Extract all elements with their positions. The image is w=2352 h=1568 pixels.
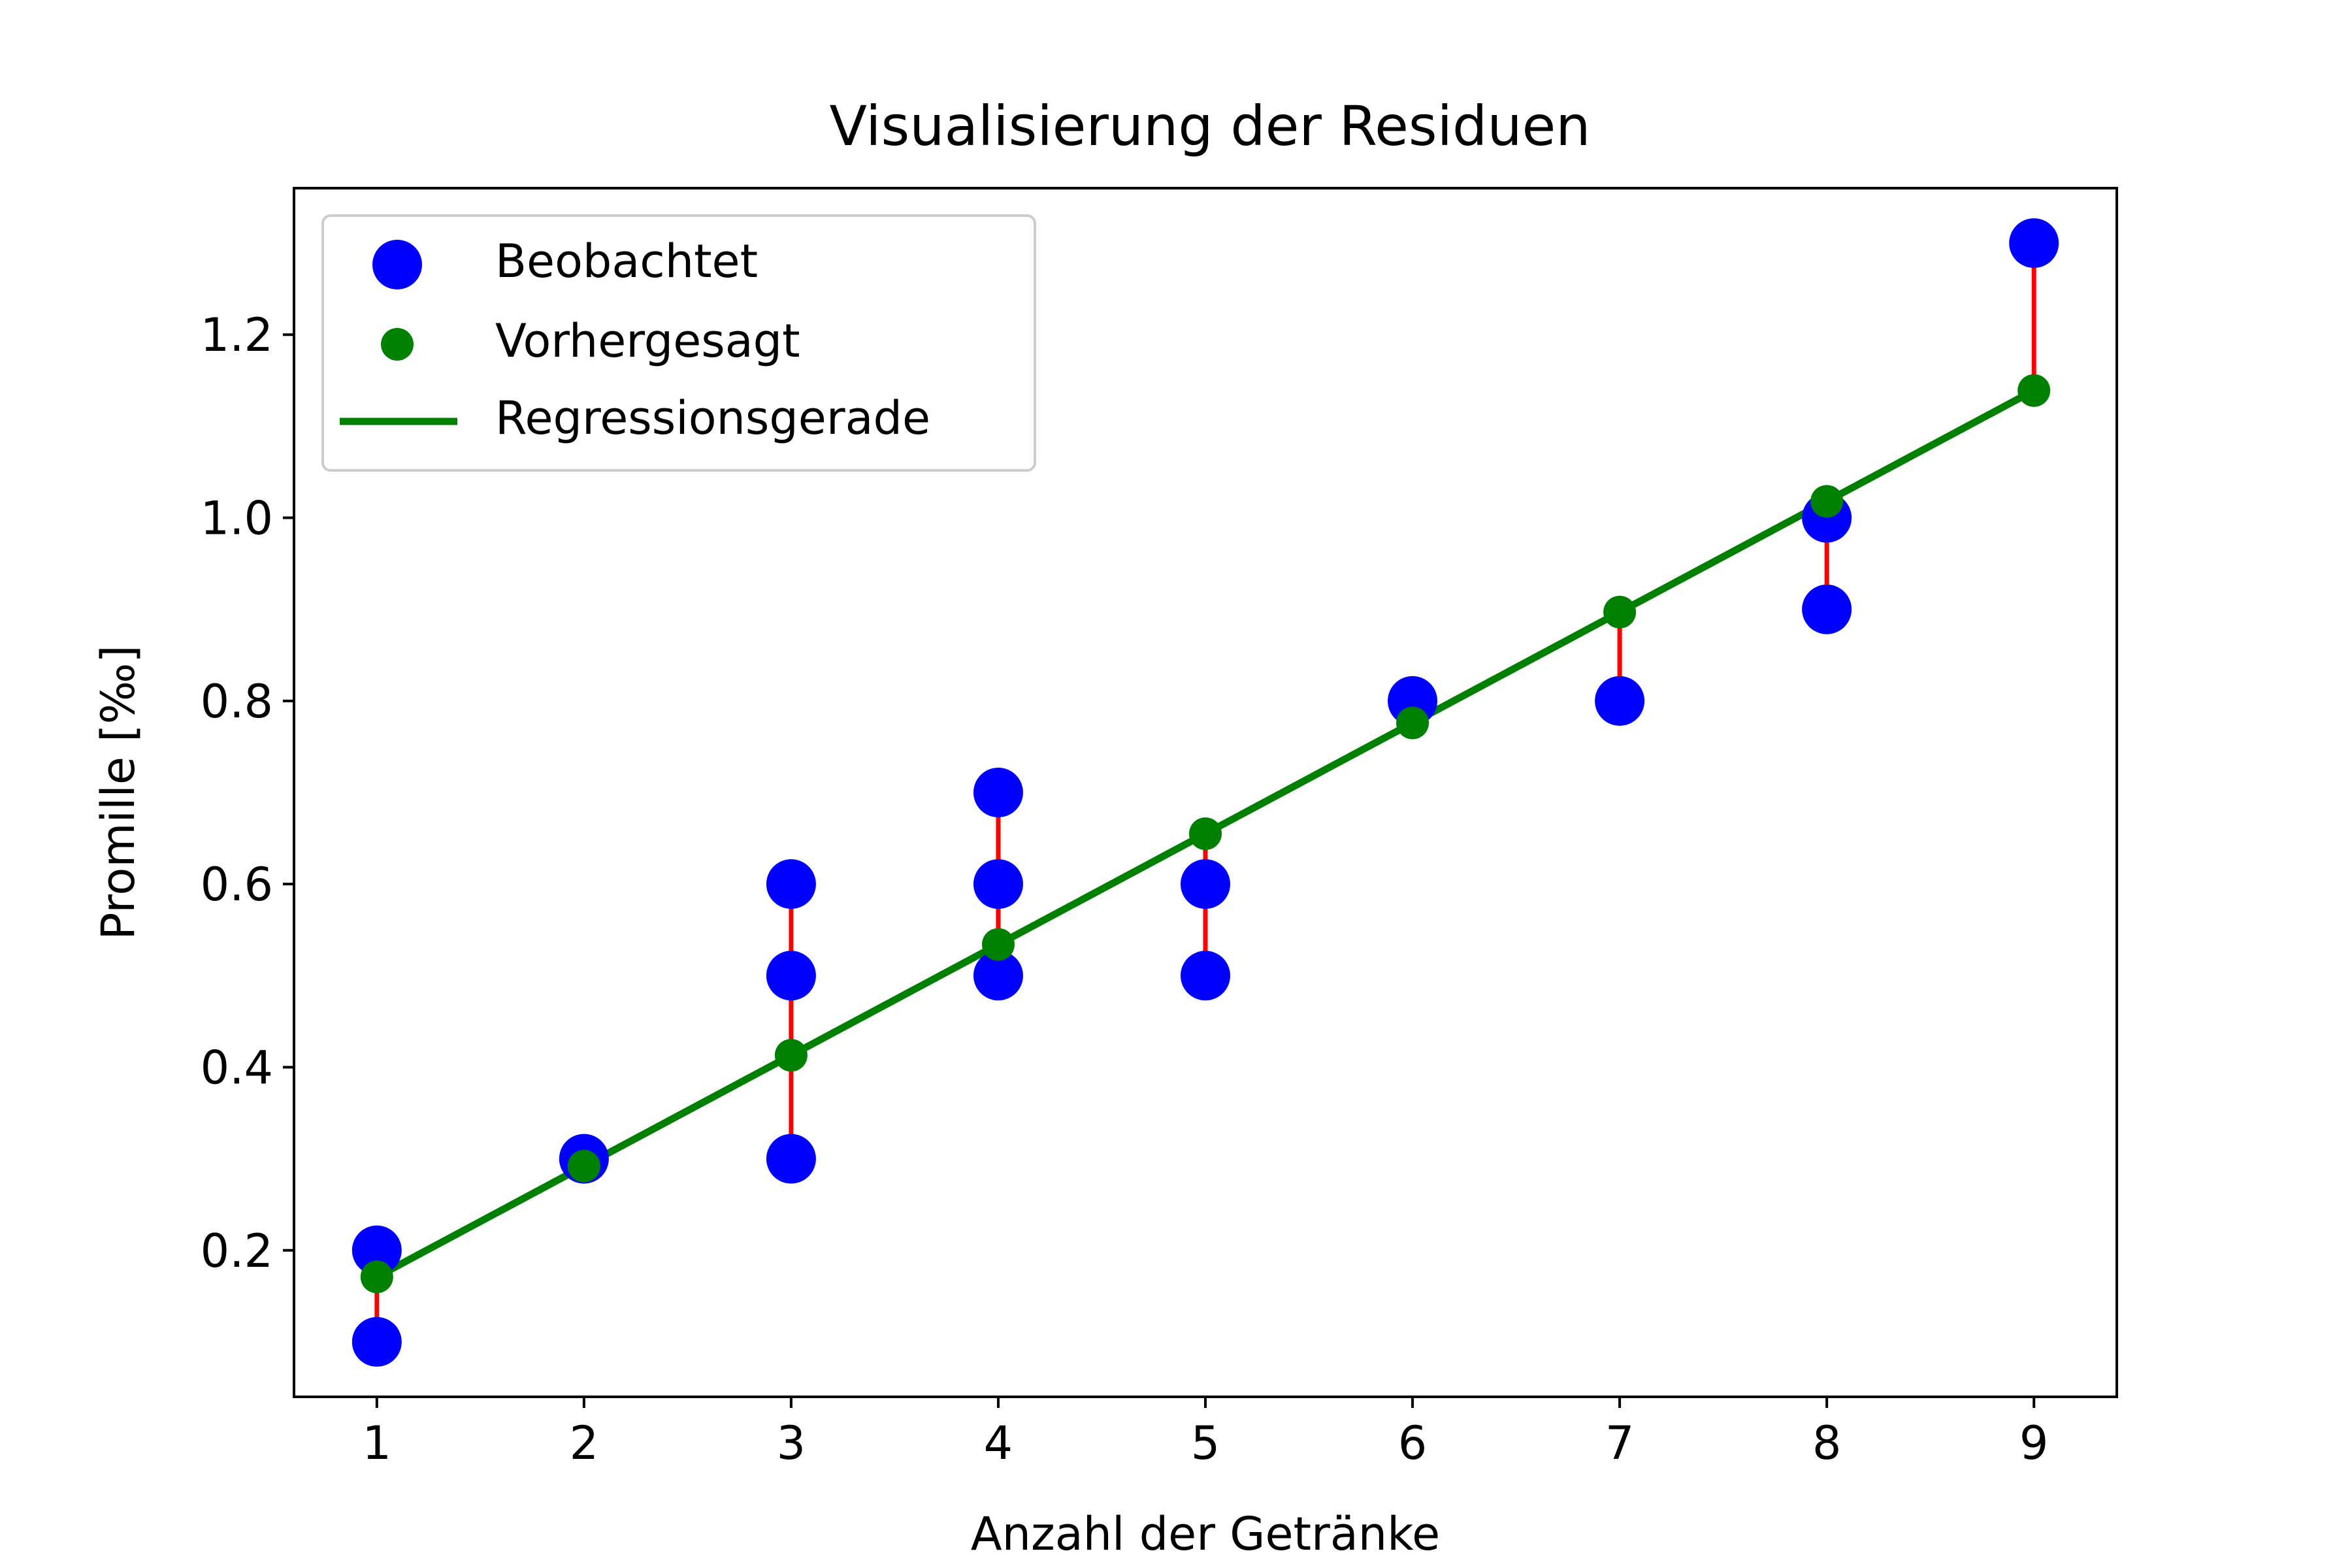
predicted-point [1603,595,1637,629]
predicted-point [567,1149,600,1183]
legend: Beobachtet Vorhergesagt Regressionsgerad… [321,214,1036,472]
predicted-point [360,1260,393,1294]
predicted-point [981,928,1015,961]
predicted-point [774,1039,808,1072]
observed-point [1595,676,1645,726]
y-axis-label: Promille [‰] [91,645,145,939]
x-axis-ticks: 1 2 3 4 5 6 7 8 9 [363,1397,2049,1470]
x-tick-label: 7 [1605,1416,1635,1470]
observed-point [973,768,1023,817]
legend-label-vorhergesagt: Vorhergesagt [495,314,800,368]
x-tick-label: 3 [777,1416,806,1470]
observed-point [351,1225,402,1275]
observed-point [1802,584,1852,634]
x-tick-label: 9 [2019,1416,2049,1470]
legend-marker-beobachtet [372,240,422,289]
observed-point [973,859,1023,909]
observed-point [973,951,1023,1001]
legend-marker-vorhergesagt [381,328,414,361]
observed-point [766,951,816,1001]
y-tick-label: 1.0 [201,492,273,546]
y-tick-label: 1.2 [201,308,273,362]
observed-point [351,1316,402,1367]
y-tick-label: 0.8 [201,675,273,728]
x-tick-label: 2 [570,1416,599,1470]
x-axis-label: Anzahl der Getränke [971,1507,1440,1561]
legend-frame [321,214,1036,472]
predicted-point [1810,485,1844,518]
legend-label-regressionsgerade: Regressionsgerade [495,391,930,445]
y-axis-ticks: 0.2 0.4 0.6 0.8 1.0 1.2 [201,308,294,1278]
x-tick-label: 4 [984,1416,1013,1470]
legend-label-beobachtet: Beobachtet [495,235,758,288]
observed-point [2009,218,2059,269]
x-tick-label: 8 [1812,1416,1842,1470]
y-tick-label: 0.2 [201,1224,273,1278]
observed-point [1181,859,1230,909]
x-tick-label: 1 [363,1416,392,1470]
observed-point [766,1134,816,1184]
y-tick-label: 0.4 [201,1041,273,1094]
x-tick-label: 5 [1191,1416,1220,1470]
chart-title: Visualisierung der Residuen [829,94,1590,158]
y-tick-label: 0.6 [201,858,273,911]
x-tick-label: 6 [1398,1416,1428,1470]
predicted-point [1189,817,1222,851]
predicted-point [2017,374,2051,407]
observed-point [1181,951,1230,1001]
predicted-points [360,374,2051,1294]
observed-point [766,859,816,909]
predicted-point [1396,706,1429,740]
